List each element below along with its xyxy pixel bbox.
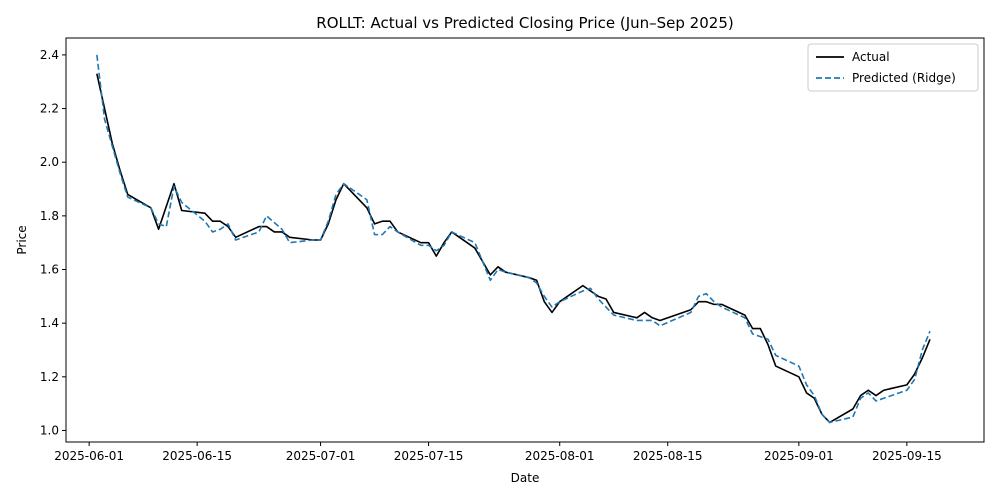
x-tick-label-2: 2025-07-01 bbox=[286, 449, 356, 463]
x-axis: 2025-06-01 2025-06-15 2025-07-01 2025-07-15… bbox=[54, 442, 942, 463]
legend-label-actual: Actual bbox=[852, 50, 890, 64]
series-layer bbox=[96, 54, 931, 424]
legend-box bbox=[807, 43, 979, 92]
legend-label-predicted: Predicted (Ridge) bbox=[852, 71, 956, 85]
plot-frame bbox=[65, 37, 985, 443]
x-tick-label-7: 2025-09-15 bbox=[872, 449, 942, 463]
y-axis: 1.0 1.2 1.4 1.6 1.8 2.0 2.2 2.4 bbox=[40, 48, 66, 437]
chart-title: ROLLT: Actual vs Predicted Closing Price… bbox=[316, 14, 733, 32]
series-line-predicted bbox=[96, 54, 931, 424]
y-tick-label-0: 1.0 bbox=[40, 423, 59, 437]
x-tick-label-1: 2025-06-15 bbox=[162, 449, 232, 463]
y-tick-label-7: 2.4 bbox=[40, 48, 59, 62]
x-tick-label-3: 2025-07-15 bbox=[394, 449, 464, 463]
y-tick-label-6: 2.2 bbox=[40, 102, 59, 116]
x-tick-label-6: 2025-09-01 bbox=[764, 449, 834, 463]
x-axis-label: Date bbox=[511, 471, 540, 485]
y-axis-label: Price bbox=[15, 225, 29, 254]
series-line-actual bbox=[96, 73, 931, 424]
x-tick-label-0: 2025-06-01 bbox=[54, 449, 124, 463]
x-tick-label-5: 2025-08-15 bbox=[633, 449, 703, 463]
y-tick-label-1: 1.2 bbox=[40, 370, 59, 384]
y-tick-label-4: 1.8 bbox=[40, 209, 59, 223]
x-tick-label-4: 2025-08-01 bbox=[525, 449, 595, 463]
y-tick-label-3: 1.6 bbox=[40, 263, 59, 277]
y-tick-label-5: 2.0 bbox=[40, 155, 59, 169]
y-tick-label-2: 1.4 bbox=[40, 316, 59, 330]
legend: Actual Predicted (Ridge) bbox=[807, 43, 979, 92]
